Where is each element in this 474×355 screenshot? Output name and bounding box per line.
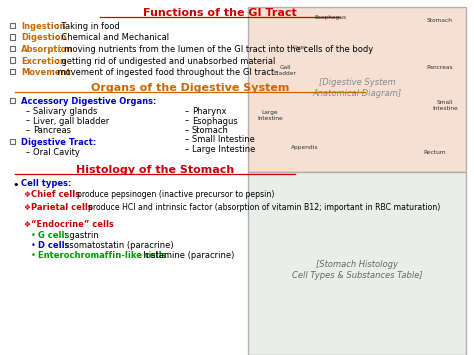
Text: Functions of the GI Tract: Functions of the GI Tract: [143, 8, 297, 18]
Text: : getting rid of undigested and unabsorbed material: : getting rid of undigested and unabsorb…: [55, 56, 275, 66]
Text: : movement of ingested food throughout the GI tract: : movement of ingested food throughout t…: [52, 68, 274, 77]
Text: Movement: Movement: [21, 68, 71, 77]
Text: •: •: [12, 180, 18, 190]
Text: –: –: [185, 136, 189, 144]
Text: –: –: [26, 148, 30, 157]
Text: :: :: [94, 220, 97, 229]
Text: G cells: G cells: [38, 231, 69, 240]
Bar: [10, 98, 16, 103]
Text: Absorption: Absorption: [21, 45, 73, 54]
Text: ❖: ❖: [23, 190, 30, 199]
Text: Enterochromaffin-like cells: Enterochromaffin-like cells: [38, 251, 166, 260]
Text: Rectum: Rectum: [424, 150, 447, 155]
Text: : somatostatin (paracrine): : somatostatin (paracrine): [64, 241, 173, 250]
Text: Pharynx: Pharynx: [192, 107, 227, 116]
Text: Cell types:: Cell types:: [21, 179, 72, 188]
Text: •: •: [31, 251, 36, 260]
Bar: [10, 34, 16, 39]
Text: “Endocrine” cells: “Endocrine” cells: [31, 220, 114, 229]
Text: [Digestive System
Anatomical Diagram]: [Digestive System Anatomical Diagram]: [312, 78, 401, 98]
Text: Stomach: Stomach: [192, 126, 229, 135]
Text: Liver: Liver: [293, 45, 307, 50]
Text: Esophagus: Esophagus: [192, 116, 238, 126]
Text: Gall
Bladder: Gall Bladder: [273, 65, 296, 76]
Text: Digestive Tract:: Digestive Tract:: [21, 138, 96, 147]
Text: –: –: [185, 145, 189, 154]
Text: Chief cells: Chief cells: [31, 190, 80, 199]
Text: Stomach: Stomach: [427, 18, 453, 23]
Text: –: –: [26, 107, 30, 116]
Text: Parietal cells: Parietal cells: [31, 203, 93, 212]
Text: Organs of the Digestive System: Organs of the Digestive System: [91, 83, 289, 93]
Text: –: –: [26, 126, 30, 135]
FancyBboxPatch shape: [248, 7, 466, 172]
Bar: [10, 69, 16, 74]
Text: Small
Intestine: Small Intestine: [432, 100, 458, 111]
Text: Large
Intestine: Large Intestine: [257, 110, 283, 121]
Text: ❖: ❖: [23, 203, 30, 212]
Text: : Chemical and Mechanical: : Chemical and Mechanical: [55, 33, 169, 43]
Text: Accessory Digestive Organs:: Accessory Digestive Organs:: [21, 97, 156, 106]
Text: : moving nutrients from the lumen of the GI tract into the cells of the body: : moving nutrients from the lumen of the…: [60, 45, 374, 54]
Text: Pancreas: Pancreas: [33, 126, 71, 135]
Text: : gastrin: : gastrin: [64, 231, 99, 240]
Bar: [10, 57, 16, 62]
Text: –: –: [185, 107, 189, 116]
Text: Digestion: Digestion: [21, 33, 66, 43]
Text: : produce HCl and intrinsic factor (absorption of vitamin B12; important in RBC : : produce HCl and intrinsic factor (abso…: [83, 203, 440, 212]
Text: Oral Cavity: Oral Cavity: [33, 148, 80, 157]
Text: ❖: ❖: [23, 220, 30, 229]
Text: Esophagus: Esophagus: [314, 15, 346, 20]
Text: Pancreas: Pancreas: [427, 65, 453, 70]
Bar: [10, 45, 16, 51]
Text: –: –: [185, 126, 189, 135]
Text: Appendix: Appendix: [291, 145, 319, 150]
Text: Excretion: Excretion: [21, 56, 66, 66]
Text: Salivary glands: Salivary glands: [33, 107, 97, 116]
Text: [Stomach Histology
Cell Types & Substances Table]: [Stomach Histology Cell Types & Substanc…: [292, 260, 422, 280]
Text: D cells: D cells: [38, 241, 70, 250]
Bar: [10, 138, 16, 144]
Text: Ingestion: Ingestion: [21, 22, 65, 31]
Text: •: •: [31, 231, 36, 240]
Text: : histamine (paracrine): : histamine (paracrine): [138, 251, 234, 260]
Text: •: •: [31, 241, 36, 250]
Bar: [10, 22, 16, 28]
Text: Histology of the Stomach: Histology of the Stomach: [76, 165, 234, 175]
Text: : produce pepsinogen (inactive precursor to pepsin): : produce pepsinogen (inactive precursor…: [72, 190, 274, 199]
Text: : Taking in food: : Taking in food: [55, 22, 119, 31]
Text: –: –: [26, 116, 30, 126]
Text: Liver, gall bladder: Liver, gall bladder: [33, 116, 109, 126]
Text: Small Intestine: Small Intestine: [192, 136, 255, 144]
Text: Large Intestine: Large Intestine: [192, 145, 255, 154]
FancyBboxPatch shape: [248, 172, 466, 355]
Text: –: –: [185, 116, 189, 126]
